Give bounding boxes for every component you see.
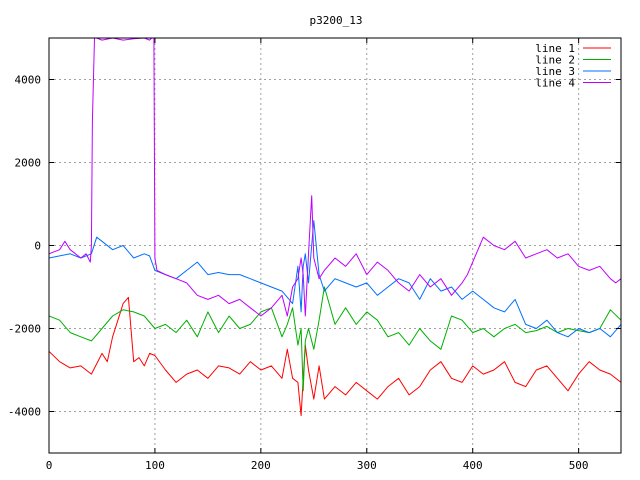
y-tick-label: 0 [34,240,41,253]
legend-label: line 1 [535,42,575,55]
y-tick-label: 4000 [15,74,42,87]
series-line-1 [49,296,621,417]
x-tick-label: 300 [357,459,377,472]
series-group [49,38,621,417]
series-line-3 [49,220,621,338]
x-tick-label: 200 [251,459,271,472]
x-tick-label: 100 [145,459,165,472]
series-line-2 [49,286,621,392]
series-line-4 [49,38,621,317]
y-tick-label: -2000 [8,323,41,336]
x-tick-label: 400 [463,459,483,472]
legend-label: line 4 [535,77,575,90]
y-tick-label: -4000 [8,406,41,419]
grid [49,38,621,453]
legend-label: line 2 [535,54,575,67]
legend-label: line 3 [535,65,575,78]
x-tick-label: 0 [46,459,53,472]
x-tick-label: 500 [569,459,589,472]
chart-title: p3200_13 [310,14,363,27]
y-tick-label: 2000 [15,157,42,170]
axes: 0 100 200 300 400 500 -4000 -2000 0 2000 4000 [8,38,621,472]
